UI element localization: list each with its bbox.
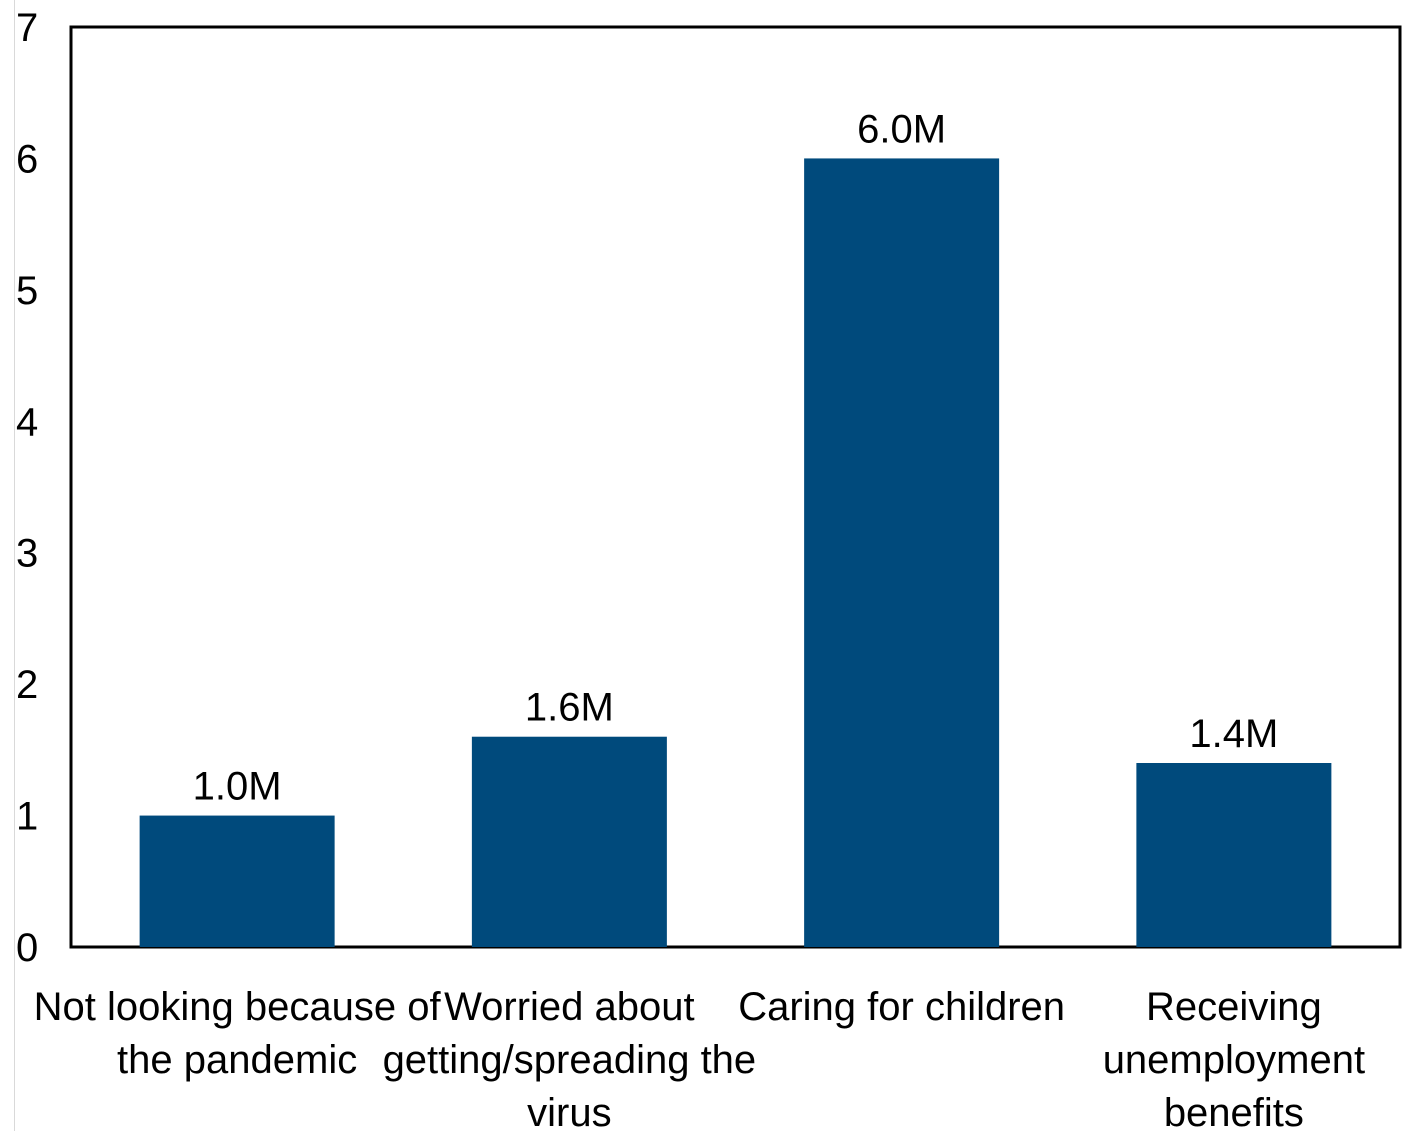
bar: [1136, 763, 1332, 947]
data-label: 1.0M: [193, 765, 282, 809]
y-tick-label: 2: [16, 663, 38, 707]
x-category-label: Not looking because of the pandemic: [34, 985, 442, 1082]
y-tick-label: 7: [16, 6, 38, 50]
y-tick-label: 1: [16, 795, 38, 839]
data-label: 1.4M: [1189, 712, 1278, 756]
plot-frame: [69, 25, 1402, 949]
x-category-label-line: the pandemic: [117, 1038, 357, 1082]
bar: [471, 736, 667, 947]
y-axis-ticks: 0 1 2 3 4 5 6 7: [16, 6, 38, 970]
x-category-label-line: Not looking because of: [34, 985, 442, 1029]
x-category-label-line: unemployment: [1103, 1038, 1365, 1082]
y-tick-label: 0: [16, 926, 38, 970]
x-category-label-line: Worried about: [444, 985, 695, 1029]
y-tick-label: 6: [16, 137, 38, 181]
x-category-label-line: Receiving: [1146, 985, 1322, 1029]
x-category-label-line: benefits: [1164, 1091, 1304, 1131]
data-label: 6.0M: [857, 107, 946, 151]
bar: [804, 158, 1000, 947]
data-label: 1.6M: [525, 686, 614, 730]
x-axis-category-labels: Not looking because of the pandemic Worrie…: [34, 985, 1365, 1135]
x-category-label: Caring for children: [738, 985, 1065, 1029]
y-tick-label: 3: [16, 532, 38, 576]
bars: [139, 158, 1332, 947]
x-category-label: Receiving unemployment benefits: [1103, 985, 1365, 1131]
x-category-label-line: getting/spreading the: [383, 1038, 757, 1082]
left-edge-rule: [14, 0, 15, 1131]
plot-border: [69, 25, 1402, 949]
x-category-label-line: virus: [527, 1091, 611, 1131]
y-tick-label: 4: [16, 400, 38, 444]
bar: [139, 815, 335, 947]
data-labels: 1.0M 1.6M 6.0M 1.4M: [193, 107, 1279, 808]
y-tick-label: 5: [16, 269, 38, 313]
x-category-label: Worried about getting/spreading the virus: [383, 985, 757, 1131]
x-category-label-line: Caring for children: [738, 985, 1065, 1029]
